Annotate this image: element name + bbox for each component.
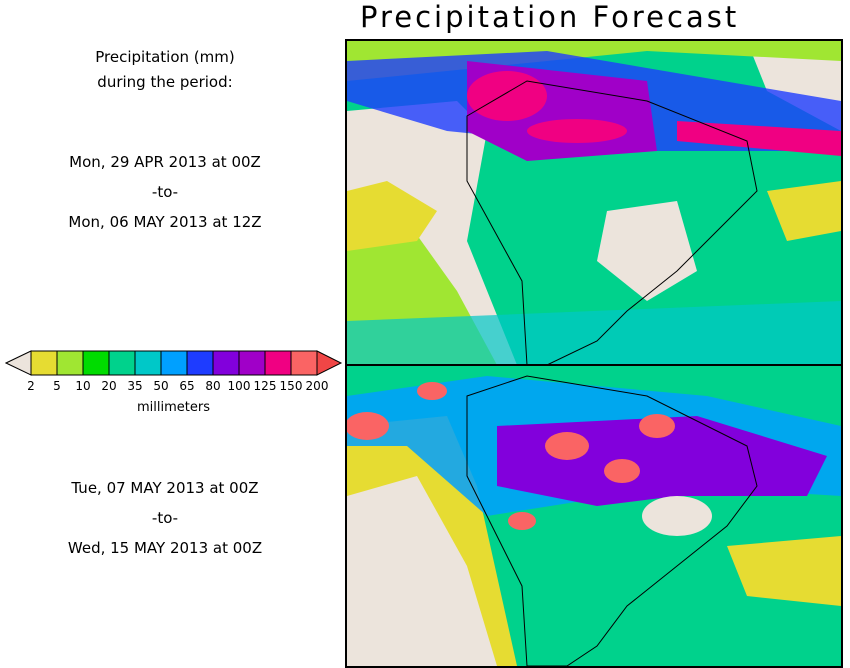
legend-tick-label: 80	[205, 379, 221, 393]
precip-map-1	[347, 41, 841, 365]
period2-start: Tue, 07 MAY 2013 at 00Z	[71, 479, 259, 497]
legend-low-arrow	[5, 350, 32, 376]
legend-tick-label: 20	[101, 379, 117, 393]
legend-swatch	[56, 350, 84, 376]
legend-swatch	[30, 350, 58, 376]
period1-sep: -to-	[151, 183, 179, 201]
period1-start: Mon, 29 APR 2013 at 00Z	[69, 153, 261, 171]
legend-tick-label: 150	[279, 379, 303, 393]
caption-line1: Precipitation (mm)	[95, 48, 235, 66]
legend-swatch	[290, 350, 318, 376]
legend-high-arrow	[316, 350, 343, 376]
legend-swatch	[212, 350, 240, 376]
legend-tick-label: 5	[53, 379, 61, 393]
page-title: Precipitation Forecast	[360, 0, 740, 34]
caption-line2: during the period:	[97, 73, 233, 91]
legend-tick-label: 200	[305, 379, 329, 393]
legend-swatch	[160, 350, 188, 376]
period2-sep: -to-	[151, 509, 179, 527]
legend-swatch	[82, 350, 110, 376]
legend-tick-label: 100	[227, 379, 251, 393]
legend-swatch	[186, 350, 214, 376]
legend-tick-label: 2	[27, 379, 35, 393]
map-panel-period1	[345, 39, 843, 367]
precip-map-2	[347, 366, 841, 666]
legend-tick-label: 50	[153, 379, 169, 393]
map-panel-period2	[345, 364, 843, 668]
period1-end: Mon, 06 MAY 2013 at 12Z	[68, 213, 262, 231]
legend-tick-label: 35	[127, 379, 143, 393]
period2-end: Wed, 15 MAY 2013 at 00Z	[67, 539, 263, 557]
color-legend	[5, 350, 343, 376]
legend-swatch	[134, 350, 162, 376]
legend-tick-label: 125	[253, 379, 277, 393]
legend-swatch	[264, 350, 292, 376]
legend-tick-label: 10	[75, 379, 91, 393]
legend-swatch	[108, 350, 136, 376]
legend-units: millimeters	[137, 400, 210, 415]
legend-swatch	[238, 350, 266, 376]
legend-tick-label: 65	[179, 379, 195, 393]
